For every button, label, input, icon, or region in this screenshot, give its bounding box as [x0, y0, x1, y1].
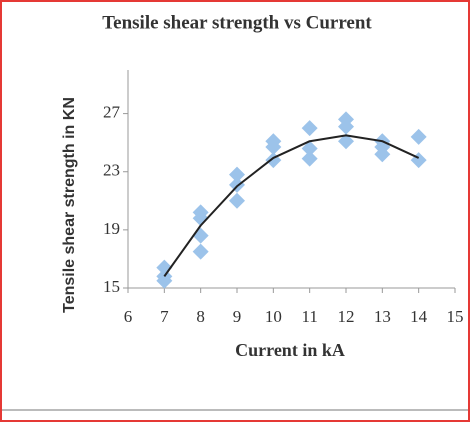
y-axis-label: Tensile shear strength in KN	[61, 97, 78, 313]
x-tick-label: 13	[374, 307, 391, 326]
x-tick-label: 8	[196, 307, 205, 326]
scatter-point	[301, 150, 318, 167]
x-tick-label: 15	[447, 307, 464, 326]
scatter-point	[192, 227, 209, 244]
scatter-point	[156, 272, 173, 289]
x-tick-label: 12	[338, 307, 355, 326]
x-tick-label: 11	[301, 307, 317, 326]
scatter-point	[301, 140, 318, 157]
trend-line	[163, 134, 420, 277]
scatter-point	[374, 146, 391, 163]
scatter-point	[229, 176, 245, 193]
chart-title: Tensile shear strength vs Current	[102, 12, 372, 33]
y-tick-label: 19	[103, 219, 120, 238]
scatter-point	[301, 120, 318, 137]
x-axis-label: Current in kA	[235, 340, 345, 360]
x-tick-label: 14	[410, 307, 428, 326]
scatter-point	[192, 243, 209, 260]
scatter-point	[265, 139, 282, 156]
scatter-point	[229, 166, 245, 183]
y-tick-label: 23	[103, 161, 120, 180]
scatter-point	[338, 133, 354, 150]
scatter-point	[410, 128, 427, 145]
x-tick-label: 6	[124, 307, 133, 326]
x-tick-label: 7	[160, 307, 169, 326]
scatter-point	[229, 192, 245, 209]
y-tick-label: 15	[103, 277, 120, 296]
scatter-point	[338, 118, 354, 135]
y-tick-label: 27	[103, 103, 121, 122]
x-tick-label: 10	[265, 307, 282, 326]
x-tick-label: 9	[233, 307, 242, 326]
